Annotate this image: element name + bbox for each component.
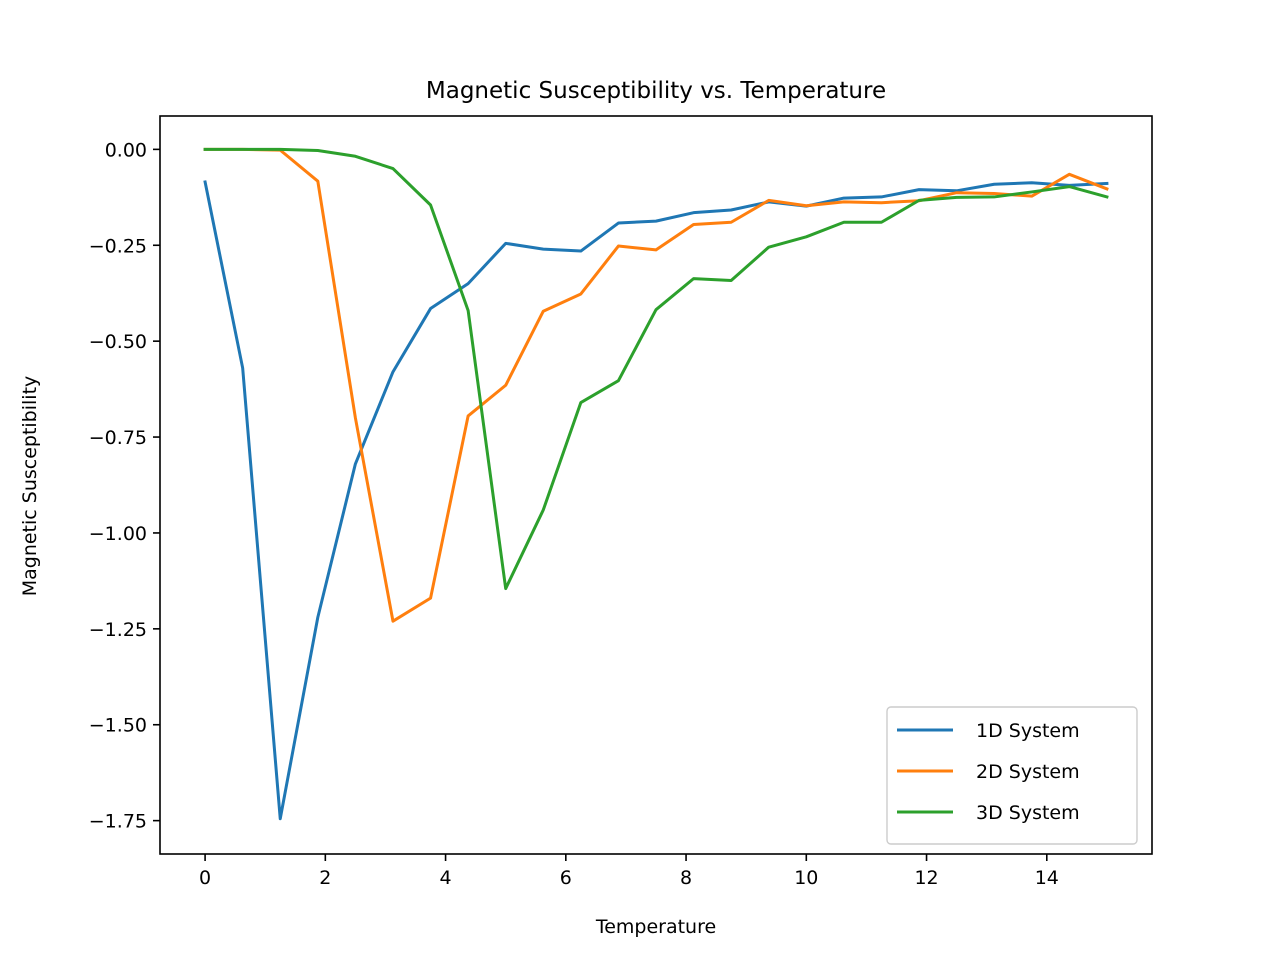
y-tick-label: −1.75 (89, 811, 147, 833)
chart-title: Magnetic Susceptibility vs. Temperature (426, 78, 886, 104)
series-line-3d (203, 147, 1109, 591)
x-tick-label: 4 (440, 867, 452, 889)
x-tick-label: 6 (560, 867, 572, 889)
plot-area: 0 2 4 6 8 10 12 14 0.00 −0.25 −0.50 −0.75 −1.00 −1.25… (89, 115, 1153, 889)
y-tick-label: −0.75 (89, 427, 147, 449)
legend-box (886, 706, 1138, 845)
x-tick-label: 10 (794, 867, 818, 889)
series-line-1d (203, 180, 1109, 821)
y-tick-label: −1.25 (89, 619, 147, 641)
x-tick-label: 2 (319, 867, 331, 889)
y-tick-label: −0.25 (89, 235, 147, 257)
y-tick-label: −1.50 (89, 715, 147, 737)
x-tick-label: 12 (914, 867, 938, 889)
y-axis-label: Magnetic Susceptibility (19, 376, 41, 597)
y-tick-label: 0.00 (105, 139, 147, 161)
axes-frame (159, 115, 1153, 855)
x-tick-label: 14 (1035, 867, 1059, 889)
series-line-2d (203, 147, 1109, 623)
x-axis-label: Temperature (595, 916, 716, 938)
x-tick-label: 8 (680, 867, 692, 889)
legend: 1D System 2D System 3D System (886, 706, 1138, 845)
y-tick-label: −1.00 (89, 523, 147, 545)
legend-label: 3D System (976, 802, 1080, 824)
y-tick-label: −0.50 (89, 331, 147, 353)
x-tick-label: 0 (199, 867, 211, 889)
legend-label: 1D System (976, 720, 1080, 742)
legend-label: 2D System (976, 761, 1080, 783)
